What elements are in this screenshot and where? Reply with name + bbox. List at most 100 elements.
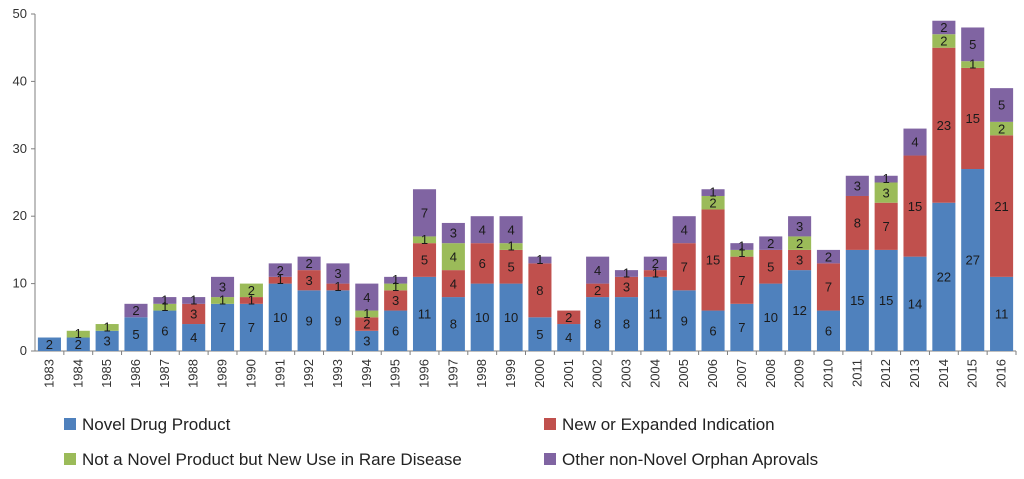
bar-segment	[182, 297, 206, 304]
bar-value-label: 12	[792, 303, 806, 318]
bar-segment	[268, 263, 292, 277]
bar-value-label: 9	[305, 313, 312, 328]
legend-item: New or Expanded Indication	[544, 415, 775, 434]
bar-value-label: 3	[450, 226, 457, 241]
bar-value-label: 4	[363, 290, 370, 305]
bar-segment	[124, 303, 148, 318]
bar-segment	[961, 67, 985, 170]
bar-value-label: 1	[738, 238, 745, 253]
bar-segment	[211, 297, 235, 304]
bar-value-label: 2	[75, 337, 82, 352]
bar-value-label: 2	[363, 317, 370, 332]
legend-swatch	[544, 453, 556, 465]
bar-value-label: 7	[219, 320, 226, 335]
bar-segment	[95, 324, 119, 331]
bar-value-label: 1	[75, 326, 82, 341]
bar-segment	[441, 297, 465, 351]
bar-segment	[672, 216, 696, 244]
bar-value-label: 11	[418, 307, 432, 322]
bar-segment	[355, 317, 379, 331]
bar-value-label: 14	[908, 297, 922, 312]
bar-segment	[961, 27, 985, 62]
legend-item: Novel Drug Product	[64, 415, 231, 434]
bar-value-label: 2	[940, 20, 947, 35]
bar-value-label: 5	[132, 327, 139, 342]
bar-value-label: 1	[161, 292, 168, 307]
x-tick-label: 2010	[820, 359, 835, 388]
bar-segment	[66, 330, 90, 338]
bar-segment	[903, 128, 927, 156]
bar-value-label: 2	[46, 337, 53, 352]
bar-value-label: 1	[190, 292, 197, 307]
bar-value-label: 15	[879, 293, 893, 308]
y-tick-label: 10	[13, 276, 27, 291]
bar-value-label: 6	[479, 256, 486, 271]
bar-value-label: 3	[190, 307, 197, 322]
bar-value-label: 5	[998, 98, 1005, 113]
bar-value-label: 1	[161, 299, 168, 314]
bar-value-label: 2	[305, 256, 312, 271]
x-tick-label: 2007	[734, 359, 749, 388]
y-tick-label: 40	[13, 73, 27, 88]
bar-segment	[182, 324, 206, 351]
bar-segment	[124, 317, 148, 351]
bar-segment	[788, 249, 812, 271]
bar-segment	[384, 276, 408, 284]
bar-value-label: 4	[450, 276, 457, 291]
bar-segment	[759, 249, 783, 284]
bar-value-label: 11	[995, 307, 1009, 322]
bar-value-label: 1	[277, 272, 284, 287]
x-tick-label: 2001	[561, 359, 576, 388]
bar-segment	[788, 270, 812, 351]
bar-segment	[528, 256, 552, 264]
bar-value-label: 3	[883, 185, 890, 200]
x-tick-label: 1997	[445, 359, 460, 388]
bar-value-label: 22	[937, 270, 951, 285]
legend-swatch	[64, 418, 76, 430]
bar-value-label: 2	[825, 249, 832, 264]
bar-value-label: 5	[421, 253, 428, 268]
bar-segment	[990, 121, 1014, 136]
x-tick-label: 1984	[70, 359, 85, 388]
bar-value-label: 9	[334, 313, 341, 328]
bar-value-label: 1	[738, 245, 745, 260]
bar-segment	[730, 256, 754, 304]
bar-segment	[586, 297, 610, 351]
bar-value-label: 1	[623, 265, 630, 280]
bar-value-label: 4	[911, 135, 918, 150]
bar-value-label: 9	[681, 313, 688, 328]
bar-value-label: 3	[796, 253, 803, 268]
x-tick-label: 2013	[907, 359, 922, 388]
bar-segment	[355, 330, 379, 351]
bar-segment	[499, 283, 523, 351]
bar-segment	[932, 34, 956, 48]
x-tick-label: 2016	[994, 359, 1009, 388]
bar-segment	[355, 283, 379, 311]
bar-value-label: 3	[854, 179, 861, 194]
bar-segment	[326, 263, 350, 284]
legend-label: Other non-Novel Orphan Aprovals	[562, 450, 818, 469]
bar-value-label: 2	[277, 263, 284, 278]
bar-segment	[672, 243, 696, 291]
bar-value-label: 7	[248, 320, 255, 335]
bar-segment	[701, 209, 725, 311]
bar-value-label: 8	[536, 283, 543, 298]
bar-segment	[730, 243, 754, 250]
legend-label: Not a Novel Product but New Use in Rare …	[82, 450, 462, 469]
bar-value-label: 1	[709, 185, 716, 200]
bar-segment	[730, 303, 754, 351]
legend-item: Other non-Novel Orphan Aprovals	[544, 450, 818, 469]
x-tick-label: 2008	[763, 359, 778, 388]
bar-value-label: 8	[854, 216, 861, 231]
bar-segment	[239, 297, 263, 304]
x-tick-label: 1987	[157, 359, 172, 388]
bar-segment	[441, 222, 465, 244]
bar-segment	[412, 276, 437, 351]
bar-value-label: 1	[363, 306, 370, 321]
x-tick-label: 2015	[965, 359, 980, 388]
bar-segment	[990, 135, 1014, 277]
bar-value-label: 2	[132, 303, 139, 318]
bar-value-label: 4	[450, 249, 457, 264]
x-tick-label: 1993	[330, 359, 345, 388]
